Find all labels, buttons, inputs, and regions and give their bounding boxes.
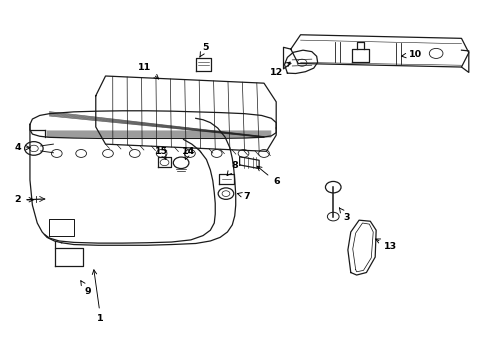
Text: 2: 2 xyxy=(15,195,33,204)
Text: 8: 8 xyxy=(226,161,238,176)
Text: 15: 15 xyxy=(155,147,168,159)
Text: 1: 1 xyxy=(92,270,104,323)
Text: 12: 12 xyxy=(269,62,289,77)
Text: 3: 3 xyxy=(339,208,349,222)
Text: 10: 10 xyxy=(401,50,421,59)
Text: 7: 7 xyxy=(237,192,250,201)
Text: 5: 5 xyxy=(200,43,208,57)
Text: 13: 13 xyxy=(375,239,397,251)
Text: 6: 6 xyxy=(257,166,279,186)
Text: 14: 14 xyxy=(182,147,195,159)
Text: 4: 4 xyxy=(15,143,30,152)
Text: 11: 11 xyxy=(138,63,159,79)
Text: 9: 9 xyxy=(81,281,91,296)
